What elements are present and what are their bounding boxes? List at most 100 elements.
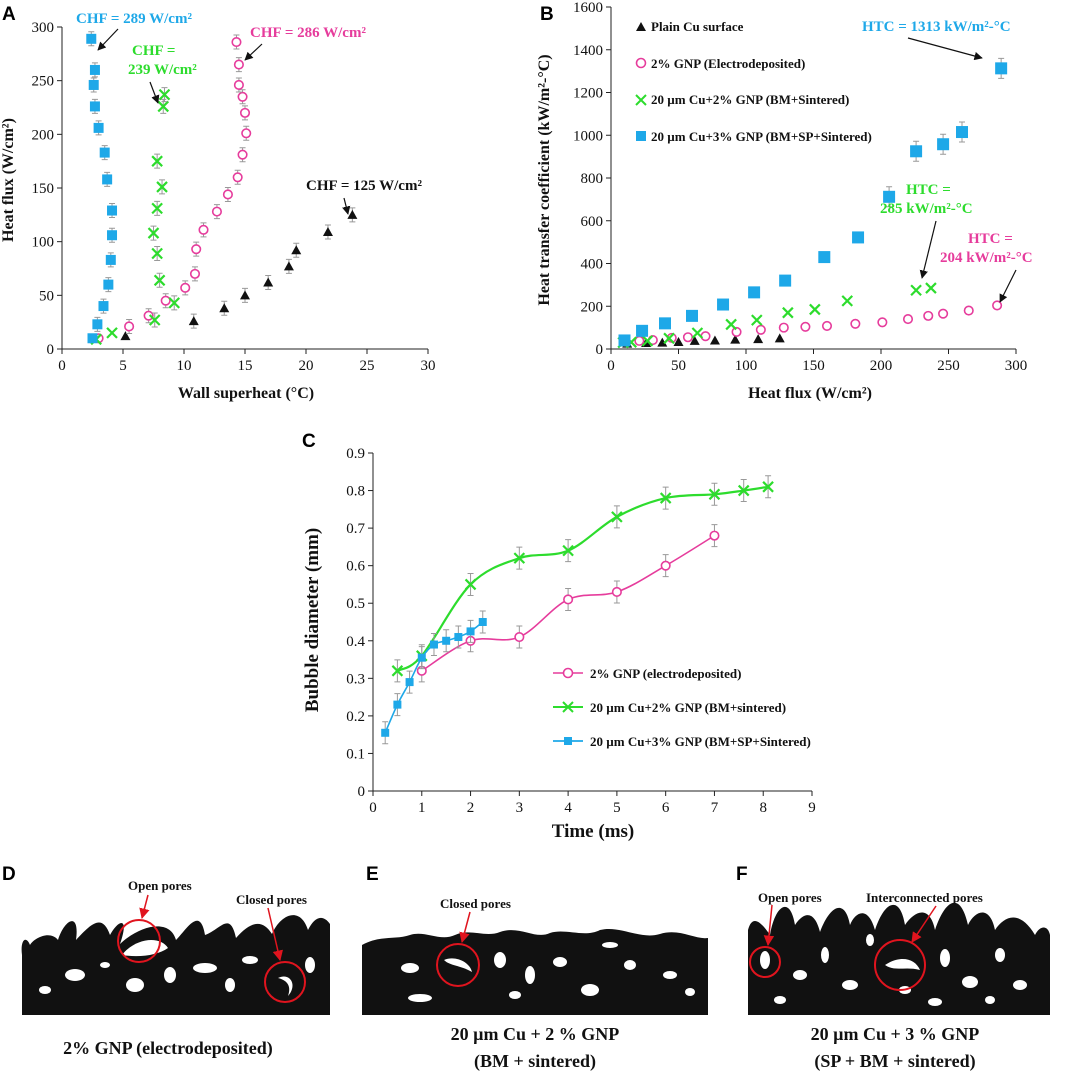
y-tick-label: 100: [32, 235, 55, 251]
x-tick-label: 10: [177, 358, 192, 374]
panel-f-interconnected-pore-circle: [874, 939, 926, 991]
point-a-cyan: [103, 279, 114, 290]
arrow-chf-green: [149, 81, 160, 104]
y-tick-label: 0.7: [346, 521, 365, 537]
x-tick-label: 50: [671, 358, 686, 374]
point-b-plain: [689, 335, 700, 345]
x-tick-label: 0: [369, 800, 377, 816]
panel-f-coating: [748, 902, 1050, 1015]
point-a-pink: [189, 268, 201, 279]
point-a-pink: [237, 91, 248, 102]
x-tick-label: 8: [759, 800, 767, 816]
point-b-plain: [774, 333, 785, 343]
series-line-green: [396, 485, 769, 672]
x-tick-label: 100: [735, 358, 758, 374]
arrow-htc-cyan: [907, 37, 983, 61]
point-a-plain: [263, 277, 274, 287]
panel-a-xlabel: Wall superheat (°C): [178, 385, 314, 402]
arrow-htc-pink: [999, 269, 1017, 303]
legend-b-marker-pink: [635, 57, 647, 69]
panel-e-closed-pore-circle: [436, 943, 480, 987]
panel-label-e: E: [366, 864, 379, 885]
point-b-green: [809, 303, 821, 316]
annotation-chf-cyan: CHF = 289 W/cm²: [76, 11, 192, 27]
point-c-cyan: [381, 728, 390, 737]
point-a-pink: [124, 321, 135, 332]
point-a-green: [153, 274, 166, 287]
annotation-htc-green-l2: 285 kW/m²-°C: [880, 201, 973, 217]
y-tick-label: 300: [32, 20, 55, 36]
y-tick-label: 0.5: [346, 596, 365, 612]
point-a-pink: [237, 149, 248, 160]
point-b-cyan: [686, 309, 698, 322]
annotation-chf-green-l2: 239 W/cm²: [128, 62, 197, 78]
panel-label-f: F: [736, 864, 748, 885]
point-b-cyan: [618, 334, 631, 347]
panel-f-open-arrow: [763, 904, 775, 947]
point-b-pink: [682, 332, 694, 343]
x-tick-label: 0: [58, 358, 66, 374]
point-a-cyan: [107, 205, 118, 216]
point-b-pink: [963, 305, 974, 316]
panel-d-label-open: Open pores: [128, 878, 192, 893]
y-tick-label: 1200: [573, 86, 603, 102]
y-tick-label: 0: [358, 784, 366, 800]
x-tick-label: 20: [299, 358, 314, 374]
point-b-cyan: [818, 251, 831, 264]
point-c-cyan: [442, 636, 451, 645]
point-c-green: [562, 544, 574, 557]
x-tick-label: 6: [662, 800, 670, 816]
panel-c-axes: 0 1 2 3 4 5 6 7 8 9 0 0.1 0.2 0.3 0.4 0.5 0.6 0.7 0.8 0.9: [346, 446, 816, 816]
legend-b-cyan: 20 µm Cu+3% GNP (BM+SP+Sintered): [651, 129, 872, 144]
y-tick-label: 50: [39, 288, 54, 304]
point-b-cyan: [956, 126, 968, 139]
point-a-cyan: [92, 319, 103, 330]
point-c-pink: [660, 560, 671, 571]
point-a-pink: [191, 244, 202, 255]
panel-f-caption-1: 20 µm Cu + 3 % GNP: [811, 1024, 980, 1044]
y-tick-label: 600: [581, 214, 604, 230]
point-a-cyan: [89, 101, 100, 112]
point-a-cyan: [89, 64, 100, 75]
point-c-pink: [611, 586, 622, 598]
point-a-pink: [233, 79, 244, 91]
panel-d-coating: [21, 915, 330, 1015]
point-b-pink: [923, 310, 934, 321]
point-a-green: [106, 327, 118, 339]
point-b-plain: [709, 335, 720, 345]
panel-b-legend: Plain Cu surface 2% GNP (Electrodeposite…: [635, 19, 872, 144]
annotation-htc-green-l1: HTC =: [906, 182, 951, 198]
legend-b-marker-plain: [636, 22, 646, 31]
x-tick-label: 5: [119, 358, 127, 374]
point-a-green: [156, 181, 168, 193]
point-a-plain: [283, 261, 294, 271]
point-a-green: [151, 155, 163, 167]
point-c-pink: [514, 631, 525, 643]
point-c-green: [391, 665, 404, 677]
legend-c-green: 20 µm Cu+2% GNP (BM+sintered): [590, 700, 786, 715]
point-a-cyan: [98, 301, 109, 312]
point-c-cyan: [478, 618, 487, 626]
y-tick-label: 200: [32, 127, 55, 143]
annotation-htc-pink-l1: HTC =: [968, 231, 1013, 247]
x-tick-label: 5: [613, 800, 621, 816]
legend-b-pink: 2% GNP (Electrodeposited): [651, 56, 805, 71]
panel-label-d: D: [2, 864, 16, 885]
panel-label-b: B: [540, 4, 554, 25]
point-c-cyan: [393, 700, 402, 709]
x-tick-label: 1: [418, 800, 426, 816]
point-a-pink: [241, 128, 252, 139]
panel-c-legend: 2% GNP (electrodeposited) 20 µm Cu+2% GN…: [553, 666, 811, 749]
point-a-pink: [180, 282, 191, 293]
panel-e-pores: [401, 942, 695, 1002]
panel-f: F Open pores Interconnected pores 20 µm …: [736, 864, 1050, 1072]
point-a-cyan: [93, 122, 104, 133]
point-b-cyan: [852, 231, 865, 244]
point-b-green: [663, 332, 675, 345]
x-tick-label: 250: [937, 358, 960, 374]
annotation-chf-green-l1: CHF =: [132, 43, 175, 59]
panel-c-xlabel: Time (ms): [552, 821, 635, 842]
panel-d-closed-arrow: [267, 907, 283, 962]
